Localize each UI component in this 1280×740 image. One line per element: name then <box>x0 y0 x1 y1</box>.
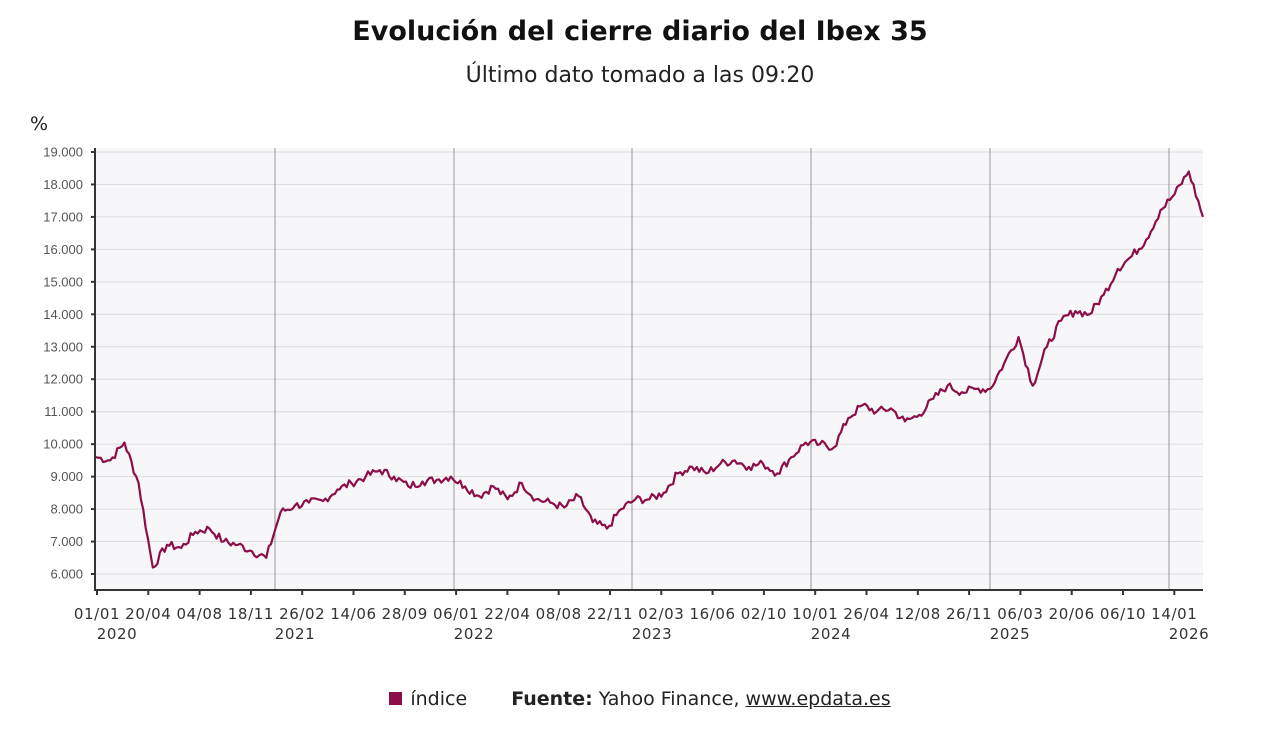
x-tick-label: 06/03 <box>997 605 1043 623</box>
x-tick-label: 16/06 <box>689 605 735 623</box>
x-year-label: 2022 <box>454 625 495 643</box>
y-tick-label: 19.000 <box>43 145 83 160</box>
x-year-label: 2020 <box>97 625 138 643</box>
chart-subtitle: Último dato tomado a las 09:20 <box>465 63 815 88</box>
x-tick-label: 26/11 <box>946 605 992 623</box>
y-tick-label: 17.000 <box>43 209 83 224</box>
x-tick-label: 12/08 <box>895 605 941 623</box>
y-tick-label: 13.000 <box>43 339 83 354</box>
y-tick-label: 8.000 <box>50 502 83 517</box>
legend: índice Fuente: Yahoo Finance, www.epdata… <box>0 688 1280 710</box>
y-tick-label: 6.000 <box>50 567 83 582</box>
x-tick-label: 06/01 <box>433 605 479 623</box>
y-axis-labels: 6.000 7.000 8.000 9.000 10.000 11.000 12.000 13… <box>43 145 83 582</box>
x-tick-label: 10/01 <box>792 605 838 623</box>
x-tick-label: 02/10 <box>741 605 787 623</box>
x-tick-label: 22/11 <box>587 605 633 623</box>
y-tick-label: 12.000 <box>43 372 83 387</box>
x-tick-label: 26/04 <box>843 605 889 623</box>
x-tick-label: 20/04 <box>125 605 171 623</box>
x-tick-label: 14/06 <box>330 605 376 623</box>
chart-title: Evolución del cierre diario del Ibex 35 <box>352 16 928 47</box>
x-axis-labels: 01/01 20/04 04/08 18/11 26/02 14/06 28/09 06/01… <box>74 605 1209 643</box>
x-tick-label: 20/06 <box>1049 605 1095 623</box>
x-year-label: 2021 <box>275 625 316 643</box>
y-tick-label: 10.000 <box>43 437 83 452</box>
legend-swatch <box>389 692 403 705</box>
y-axis-unit-label: % <box>30 113 49 135</box>
x-year-label: 2026 <box>1169 625 1210 643</box>
y-tick-label: 14.000 <box>43 307 83 322</box>
x-tick-label: 01/01 <box>74 605 120 623</box>
plot-area <box>95 148 1203 590</box>
x-year-label: 2024 <box>811 625 852 643</box>
x-tick-label: 04/08 <box>176 605 222 623</box>
x-tick-label: 08/08 <box>536 605 582 623</box>
x-tick-label: 22/04 <box>484 605 530 623</box>
x-tick-label: 28/09 <box>382 605 428 623</box>
y-tick-label: 16.000 <box>43 242 83 257</box>
y-tick-label: 9.000 <box>50 469 83 484</box>
horizontal-gridlines <box>95 151 1203 575</box>
x-tick-label: 02/03 <box>638 605 684 623</box>
x-year-label: 2023 <box>632 625 673 643</box>
x-tick-label: 06/10 <box>1100 605 1146 623</box>
series-line-indice <box>95 170 1205 569</box>
source-text: Yahoo Finance, <box>598 688 740 710</box>
x-tick-label: 18/11 <box>228 605 274 623</box>
x-tick-label: 14/01 <box>1151 605 1197 623</box>
y-tick-label: 11.000 <box>44 404 83 419</box>
y-tick-label: 15.000 <box>43 274 83 289</box>
source-link[interactable]: www.epdata.es <box>745 688 891 710</box>
y-tick-label: 18.000 <box>43 177 83 192</box>
x-year-label: 2025 <box>990 625 1031 643</box>
vertical-gridlines <box>274 148 1170 590</box>
y-tick-label: 7.000 <box>50 534 83 549</box>
source-label: Fuente: <box>511 688 593 710</box>
legend-series-label: índice <box>410 688 468 710</box>
x-tick-label: 26/02 <box>279 605 325 623</box>
